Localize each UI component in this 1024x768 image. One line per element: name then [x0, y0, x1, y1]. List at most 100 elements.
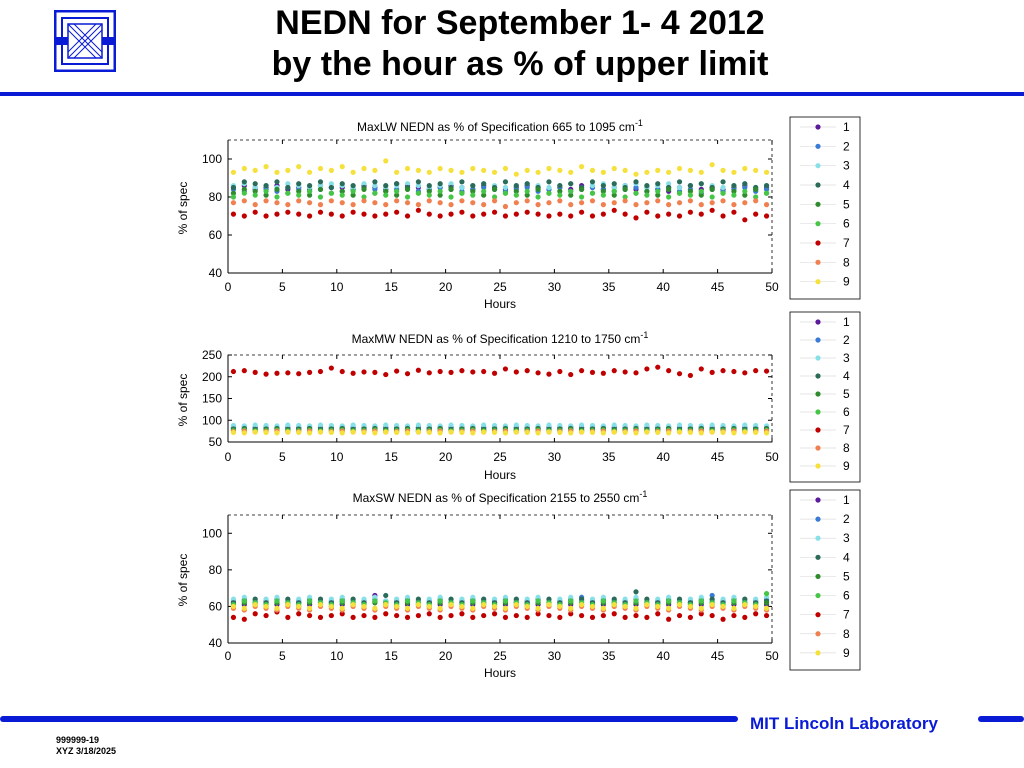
legend-marker — [815, 573, 821, 580]
data-point-series-9 — [307, 169, 313, 175]
data-point-series-7 — [252, 209, 258, 215]
data-point-series-3 — [655, 596, 661, 602]
data-point-series-7 — [404, 371, 411, 377]
y-tick-label: 200 — [202, 370, 222, 384]
x-tick-label: 15 — [385, 450, 399, 464]
data-point-series-7 — [263, 213, 269, 219]
data-point-series-9 — [600, 605, 606, 611]
data-point-series-7 — [655, 364, 661, 370]
data-point-series-6 — [666, 194, 672, 200]
data-point-series-7 — [644, 614, 650, 621]
data-point-series-7 — [557, 614, 563, 621]
data-point-series-5 — [394, 192, 400, 198]
data-point-series-4 — [546, 596, 552, 602]
data-point-series-6 — [546, 190, 552, 196]
data-point-series-5 — [535, 186, 541, 192]
data-point-series-3 — [317, 422, 324, 428]
legend-label: 5 — [843, 569, 850, 583]
data-point-series-4 — [557, 183, 563, 189]
data-point-series-7 — [655, 611, 661, 617]
data-point-series-3 — [415, 183, 421, 189]
data-point-series-7 — [415, 612, 421, 619]
data-point-series-6 — [524, 188, 530, 194]
data-point-series-9 — [491, 169, 498, 175]
x-tick-label: 10 — [330, 280, 344, 294]
data-point-series-8 — [611, 200, 617, 206]
data-point-series-7 — [296, 371, 302, 377]
legend-marker — [815, 535, 821, 541]
data-point-series-6 — [513, 192, 519, 198]
data-point-series-9 — [448, 167, 454, 173]
data-point-series-9 — [404, 165, 411, 172]
data-point-series-7 — [731, 612, 737, 619]
legend-marker — [815, 163, 821, 169]
data-point-series-7 — [513, 612, 519, 619]
data-point-series-6 — [535, 194, 541, 200]
data-point-series-6 — [459, 190, 465, 196]
data-point-series-3 — [296, 596, 302, 602]
data-point-series-4 — [502, 179, 509, 185]
x-tick-label: 25 — [493, 280, 507, 294]
data-point-series-3 — [361, 596, 367, 602]
y-axis-label: % of spec — [176, 374, 190, 427]
data-point-series-4 — [383, 592, 389, 599]
data-point-series-7 — [676, 213, 683, 219]
data-point-series-4 — [350, 183, 356, 189]
data-point-series-7 — [263, 612, 269, 619]
y-axis-label: % of spec — [176, 182, 190, 235]
data-point-series-7 — [404, 213, 411, 219]
data-point-series-8 — [241, 198, 247, 204]
x-axis-label: Hours — [484, 666, 516, 680]
data-point-series-8 — [666, 202, 672, 208]
data-point-series-9 — [470, 165, 476, 172]
data-point-series-9 — [535, 605, 541, 611]
data-point-series-7 — [524, 209, 530, 215]
data-point-series-6 — [437, 598, 443, 604]
legend-label: 4 — [843, 369, 850, 383]
data-point-series-3 — [579, 422, 585, 428]
data-point-series-8 — [230, 200, 237, 206]
data-point-series-9 — [491, 603, 498, 610]
y-tick-label: 100 — [202, 526, 222, 540]
data-point-series-3 — [502, 184, 509, 191]
data-point-series-7 — [579, 209, 585, 215]
data-point-series-4 — [742, 596, 748, 602]
data-point-series-4 — [568, 181, 574, 187]
x-tick-label: 5 — [279, 280, 286, 294]
data-point-series-7 — [568, 371, 574, 378]
data-point-series-8 — [633, 202, 639, 208]
data-point-series-5 — [557, 188, 563, 194]
data-point-series-9 — [263, 164, 269, 170]
data-point-series-5 — [709, 186, 715, 192]
x-tick-label: 10 — [330, 450, 344, 464]
data-point-series-9 — [459, 429, 465, 436]
data-point-series-8 — [437, 200, 443, 206]
x-tick-label: 50 — [765, 450, 779, 464]
data-point-series-7 — [546, 612, 552, 619]
x-axis-label: Hours — [484, 468, 516, 482]
data-point-series-7 — [513, 369, 519, 375]
plot-area — [227, 139, 773, 274]
data-point-series-9 — [502, 430, 509, 436]
data-point-series-8 — [753, 198, 759, 204]
data-point-series-7 — [579, 368, 585, 374]
legend-marker — [815, 221, 821, 227]
data-point-series-7 — [611, 368, 617, 374]
data-point-series-7 — [698, 211, 704, 217]
data-point-series-3 — [285, 422, 291, 428]
data-point-series-7 — [720, 616, 726, 622]
data-point-series-3 — [383, 422, 389, 428]
data-point-series-7 — [230, 211, 237, 217]
data-point-series-8 — [731, 202, 737, 208]
data-point-series-7 — [513, 211, 519, 217]
data-point-series-3 — [600, 594, 606, 600]
chart-title: MaxMW NEDN as % of Specification 1210 to… — [352, 330, 649, 346]
data-point-series-7 — [383, 211, 389, 217]
data-point-series-8 — [720, 198, 726, 204]
data-point-series-8 — [698, 202, 704, 208]
data-point-series-7 — [481, 612, 487, 619]
legend-marker — [815, 337, 821, 343]
chart-title: MaxSW NEDN as % of Specification 2155 to… — [353, 489, 648, 505]
data-point-series-7 — [426, 611, 432, 617]
data-point-series-9 — [383, 429, 389, 435]
